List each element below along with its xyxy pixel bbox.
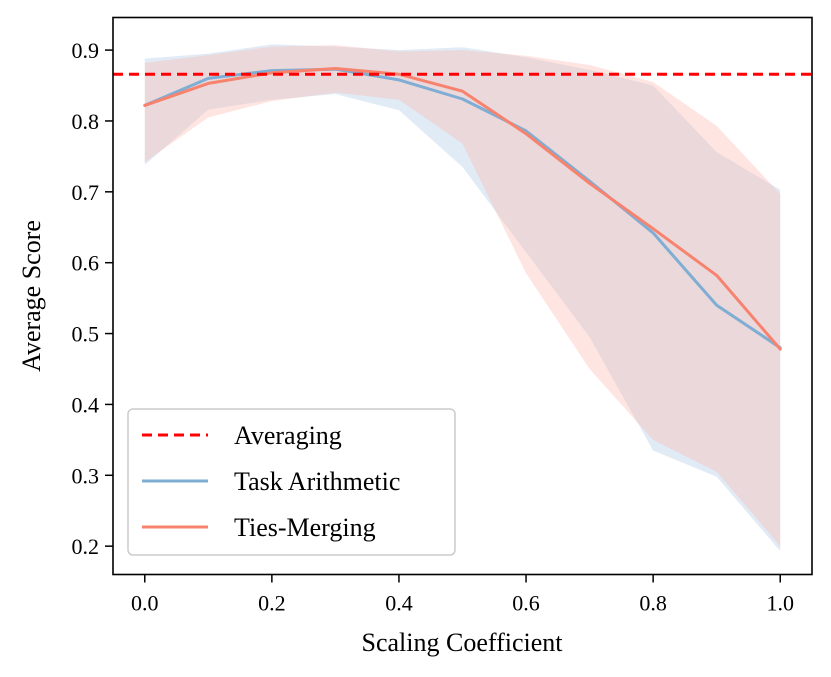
legend-label-task-arithmetic: Task Arithmetic (234, 467, 400, 496)
x-tick-label: 0.0 (131, 591, 159, 616)
y-tick-label: 0.9 (72, 38, 100, 63)
y-tick-label: 0.5 (72, 322, 100, 347)
y-axis-ticks: 0.2 0.3 0.4 0.5 0.6 0.7 0.8 0.9 (72, 38, 113, 559)
line-ties-merging (143, 67, 782, 351)
x-tick-label: 0.4 (385, 591, 413, 616)
legend: Averaging Task Arithmetic Ties-Merging (127, 408, 456, 556)
y-tick-label: 0.8 (72, 109, 100, 134)
band-ties-merging (144, 45, 781, 547)
x-tick-label: 0.6 (512, 591, 540, 616)
x-tick-label: 1.0 (766, 591, 794, 616)
confidence-bands (144, 44, 781, 552)
y-tick-label: 0.4 (72, 392, 100, 417)
y-tick-label: 0.6 (72, 251, 100, 276)
x-axis-ticks: 0.0 0.2 0.4 0.6 0.8 1.0 (131, 574, 794, 616)
y-tick-label: 0.7 (72, 180, 100, 205)
y-tick-label: 0.3 (72, 463, 100, 488)
x-tick-label: 0.8 (639, 591, 667, 616)
band-task-arithmetic (144, 44, 781, 552)
x-tick-label: 0.2 (258, 591, 286, 616)
x-axis-title: Scaling Coefficient (362, 628, 564, 657)
plot-area-frame (112, 16, 813, 576)
legend-label-ties-merging: Ties-Merging (234, 513, 376, 542)
legend-label-averaging: Averaging (234, 421, 342, 450)
y-axis-title: Average Score (17, 220, 46, 372)
legend-box (127, 408, 456, 556)
y-tick-label: 0.2 (72, 534, 100, 559)
